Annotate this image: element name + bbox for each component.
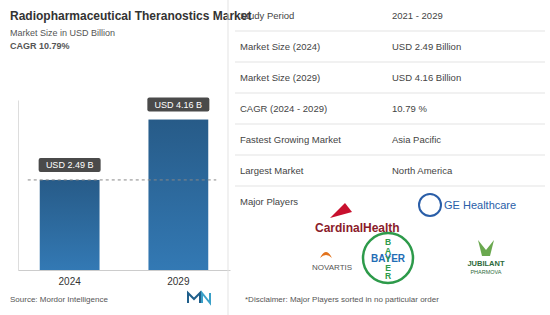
player: NOVARTIS — [312, 263, 352, 272]
panel-separator — [228, 0, 229, 315]
panel-value: USD 4.16 Billion — [392, 72, 461, 83]
logo-shape — [320, 252, 332, 258]
title: Radiopharmaceutical Theranostics Market — [10, 9, 251, 23]
logo-shape — [363, 233, 413, 283]
players-title: Major Players — [240, 196, 298, 207]
y-axis — [18, 101, 19, 271]
row-line — [235, 62, 545, 63]
panel-key: CAGR (2024 - 2029) — [240, 103, 327, 114]
bar — [40, 180, 100, 270]
x-tick: 2024 — [59, 270, 82, 287]
data-labels: USD 2.49 B USD 4.16 B — [39, 98, 210, 172]
x-axis: 2024 2029 — [19, 270, 231, 287]
disclaimer: *Disclaimer: Major Players sorted in no … — [245, 295, 439, 304]
subtitle: Market Size in USD Billion — [10, 28, 115, 38]
data-label: USD 4.16 B — [155, 100, 203, 110]
panel-key: Fastest Growing Market — [240, 134, 341, 145]
panel-value: 10.79 % — [392, 103, 427, 114]
logo-shape — [419, 194, 441, 216]
logo-shape — [330, 203, 352, 218]
panel-value: Asia Pacific — [392, 134, 441, 145]
panel-key: Study Period — [240, 10, 294, 21]
player: PHARMOVA — [470, 269, 501, 275]
logo-shape — [478, 240, 494, 256]
reference-line — [28, 179, 217, 180]
y-axis-line — [18, 101, 19, 271]
player: JUBILANT — [467, 259, 505, 268]
bar — [148, 120, 208, 270]
row-line — [235, 31, 545, 32]
panel-value: 2021 - 2029 — [392, 10, 443, 21]
row-line — [235, 124, 545, 125]
annotation: CAGR 10.79% — [10, 41, 70, 51]
data-label-box — [39, 158, 101, 172]
panel-key: Market Size (2024) — [240, 41, 320, 52]
data-label: USD 2.49 B — [46, 160, 94, 170]
x-tick-label: 2029 — [167, 276, 190, 287]
panel-key: Market Size (2029) — [240, 72, 320, 83]
source: Source: Mordor Intelligence — [10, 295, 108, 304]
panel-key: Largest Market — [240, 165, 304, 176]
row-line — [235, 186, 545, 187]
x-tick: 2029 — [167, 270, 190, 287]
bars — [28, 120, 217, 270]
canvas: Radiopharmaceutical Theranostics Market M… — [0, 0, 550, 315]
player-vertical: BAYER — [383, 237, 393, 280]
row-line — [235, 93, 545, 94]
data-label-box — [147, 98, 209, 112]
panel-value: North America — [392, 165, 453, 176]
brand-icon — [188, 293, 210, 303]
row-line — [235, 155, 545, 156]
panel-value: USD 2.49 Billion — [392, 41, 461, 52]
x-axis-line — [19, 270, 231, 271]
x-tick-label: 2024 — [59, 276, 82, 287]
player: GE Healthcare — [444, 199, 516, 211]
